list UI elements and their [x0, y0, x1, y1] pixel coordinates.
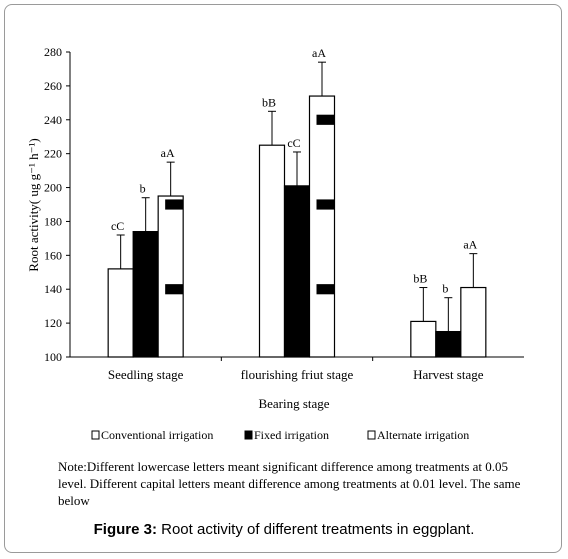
legend-label: Fixed irrigation	[254, 428, 329, 442]
chart-legend: Conventional irrigation Fixed irrigation A…	[91, 428, 469, 442]
legend-swatch	[91, 430, 100, 440]
y-tick-label: 120	[44, 316, 62, 330]
legend-swatch	[244, 430, 253, 440]
y-tick-label: 180	[44, 214, 62, 228]
chart-labels: cC b aA bB cC aA bB b aA	[111, 46, 478, 296]
figure-note: Note:Different lowercase letters meant s…	[58, 459, 521, 508]
legend-label: Alternate irrigation	[377, 428, 469, 442]
y-tick-label: 100	[44, 350, 62, 364]
y-tick-label: 140	[44, 282, 62, 296]
x-tick-label: Harvest stage	[413, 367, 484, 382]
significance-label: b	[442, 282, 448, 296]
bar	[132, 231, 159, 358]
chart-bars	[107, 61, 487, 358]
bar	[157, 195, 184, 358]
bar-stripe	[316, 284, 335, 295]
y-tick-label: 280	[44, 45, 62, 59]
bar	[435, 330, 462, 358]
caption-text: Root activity of different treatments in…	[156, 521, 475, 538]
x-tick-label: flourishing friut stage	[241, 367, 354, 382]
caption-label: Figure 3:	[93, 521, 157, 538]
significance-label: aA	[161, 146, 175, 160]
y-tick-label: 160	[44, 248, 62, 262]
y-tick-label: 220	[44, 147, 62, 161]
significance-label: aA	[312, 46, 326, 60]
significance-label: bB	[262, 95, 276, 109]
significance-label: cC	[111, 219, 124, 233]
significance-label: b	[140, 182, 146, 196]
bar	[308, 95, 336, 358]
bar	[283, 185, 311, 358]
bar	[258, 144, 286, 358]
significance-label: bB	[413, 272, 427, 286]
figure-caption: Figure 3: Root activity of different tre…	[0, 521, 568, 538]
legend-swatch	[367, 430, 376, 440]
y-tick-label: 200	[44, 181, 62, 195]
bar-stripe	[165, 284, 184, 295]
significance-label: cC	[287, 136, 300, 150]
bar-chart: 100 120 140 160 180 200 220 240 260 280 Seedling s…	[26, 45, 524, 442]
bar-stripe	[165, 199, 184, 210]
y-tick-label: 260	[44, 79, 62, 93]
x-tick-label: Seedling stage	[108, 367, 184, 382]
bar	[410, 320, 437, 358]
bar-stripe	[316, 114, 335, 125]
bar	[107, 268, 134, 358]
bar	[460, 286, 487, 358]
x-axis-title: Bearing stage	[258, 396, 329, 411]
bar-stripe	[316, 199, 335, 210]
legend-label: Conventional irrigation	[101, 428, 213, 442]
y-tick-label: 240	[44, 113, 62, 127]
significance-label: aA	[463, 238, 477, 252]
y-axis-title: Root activity( ug g⁻¹ h⁻¹)	[26, 138, 41, 271]
